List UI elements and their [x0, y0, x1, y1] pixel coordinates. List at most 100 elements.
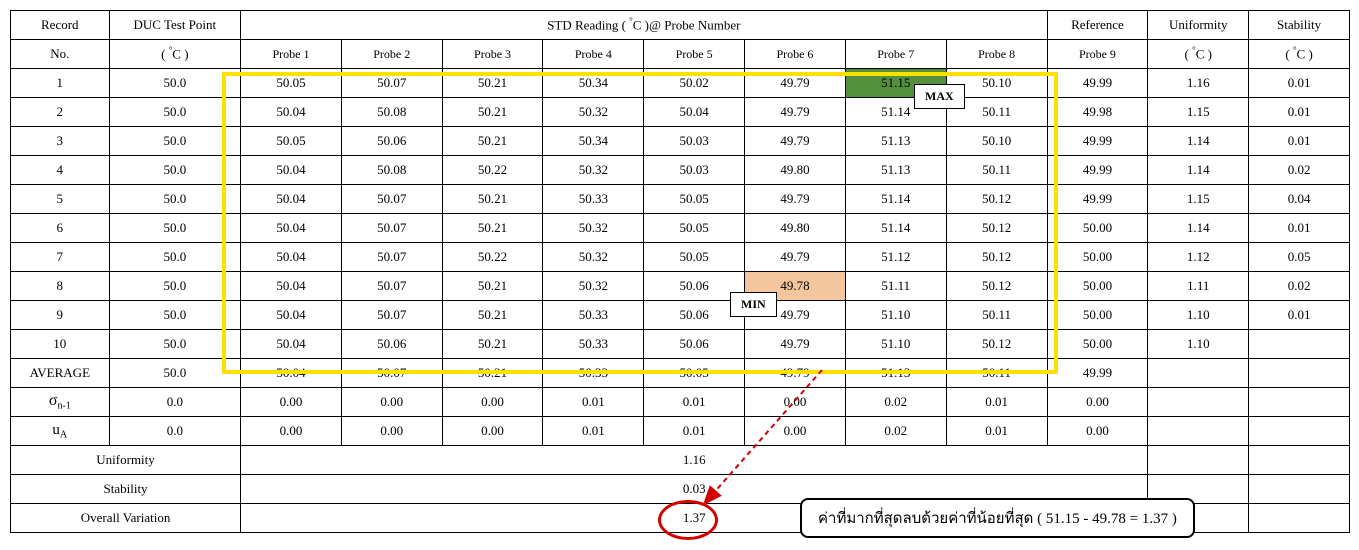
- hdr-record: Record: [11, 11, 110, 40]
- ua-p7: 0.02: [845, 417, 946, 446]
- cell: 0.01: [1249, 69, 1350, 98]
- cell: 51.10: [845, 301, 946, 330]
- sigma-p5: 0.01: [644, 388, 745, 417]
- cell: 1.12: [1148, 243, 1249, 272]
- cell: 1.10: [1148, 301, 1249, 330]
- cell: 49.99: [1047, 156, 1148, 185]
- cell: 51.12: [845, 243, 946, 272]
- cell: 50.34: [543, 69, 644, 98]
- ua-p1: 0.00: [241, 417, 342, 446]
- cell: 50.07: [341, 272, 442, 301]
- cell: 1.14: [1148, 127, 1249, 156]
- u-open: (: [161, 47, 169, 62]
- cell: 49.79: [745, 98, 846, 127]
- uni-label: Uniformity: [11, 446, 241, 475]
- ua-sym: u: [52, 422, 60, 438]
- hdr-p6: Probe 6: [745, 40, 846, 69]
- cell: 50.0: [109, 243, 240, 272]
- cell: 51.15: [845, 69, 946, 98]
- cell: 1: [11, 69, 110, 98]
- header-row-2: No. ( °C ) Probe 1 Probe 2 Probe 3 Probe…: [11, 40, 1350, 69]
- cell: 50.32: [543, 243, 644, 272]
- cell: 1.16: [1148, 69, 1249, 98]
- cell: 1.14: [1148, 214, 1249, 243]
- cell: 1.11: [1148, 272, 1249, 301]
- sigma-p7: 0.02: [845, 388, 946, 417]
- cell: 4: [11, 156, 110, 185]
- cell: 49.79: [745, 301, 846, 330]
- cell: 6: [11, 214, 110, 243]
- cell: 50.32: [543, 156, 644, 185]
- cell: 10: [11, 330, 110, 359]
- sigma-p6: 0.00: [745, 388, 846, 417]
- uni-blank2: [1249, 446, 1350, 475]
- cell: 50.12: [946, 185, 1047, 214]
- cell: 50.07: [341, 301, 442, 330]
- avg-stab: [1249, 359, 1350, 388]
- ua-p9: 0.00: [1047, 417, 1148, 446]
- cell: 3: [11, 127, 110, 156]
- cell: 49.80: [745, 214, 846, 243]
- sigma-p9: 0.00: [1047, 388, 1148, 417]
- table-row: 950.050.0450.0750.2150.3350.0649.7951.10…: [11, 301, 1350, 330]
- ua-p6: 0.00: [745, 417, 846, 446]
- cell: 50.34: [543, 127, 644, 156]
- cell: 50.04: [241, 301, 342, 330]
- avg-p9: 49.99: [1047, 359, 1148, 388]
- cell: 50.04: [241, 156, 342, 185]
- cell: 50.33: [543, 185, 644, 214]
- cell: 50.00: [1047, 330, 1148, 359]
- cell: 7: [11, 243, 110, 272]
- data-table: Record DUC Test Point STD Reading ( °C )…: [10, 10, 1350, 533]
- cell: 50.11: [946, 156, 1047, 185]
- hdr-uni-unit: ( °C ): [1148, 40, 1249, 69]
- ua-sub: A: [60, 429, 67, 440]
- ua-duc: 0.0: [109, 417, 240, 446]
- cell: 50.04: [241, 185, 342, 214]
- cell: 50.0: [109, 214, 240, 243]
- cell: 50.21: [442, 301, 543, 330]
- sigma-p4: 0.01: [543, 388, 644, 417]
- cell: 51.10: [845, 330, 946, 359]
- table-row: 650.050.0450.0750.2150.3250.0549.8051.14…: [11, 214, 1350, 243]
- cell: 50.07: [341, 214, 442, 243]
- cell: 0.04: [1249, 185, 1350, 214]
- ua-uni: [1148, 417, 1249, 446]
- uni-value: 1.16: [241, 446, 1148, 475]
- header-row-1: Record DUC Test Point STD Reading ( °C )…: [11, 11, 1350, 40]
- cell: 50.03: [644, 156, 745, 185]
- cell: 50.00: [1047, 243, 1148, 272]
- table-row: 550.050.0450.0750.2150.3350.0549.7951.14…: [11, 185, 1350, 214]
- table-container: Record DUC Test Point STD Reading ( °C )…: [10, 10, 1350, 533]
- cell: 0.01: [1249, 214, 1350, 243]
- cell: 50.0: [109, 156, 240, 185]
- cell: 49.79: [745, 185, 846, 214]
- cell: 1.15: [1148, 185, 1249, 214]
- cell: 50.21: [442, 98, 543, 127]
- hdr-p3: Probe 3: [442, 40, 543, 69]
- cell: 50.07: [341, 185, 442, 214]
- cell: 0.01: [1249, 98, 1350, 127]
- avg-p7: 51.13: [845, 359, 946, 388]
- cell: 50.10: [946, 69, 1047, 98]
- sigma-p2: 0.00: [341, 388, 442, 417]
- cell: 9: [11, 301, 110, 330]
- cell: 50.11: [946, 98, 1047, 127]
- u-open3: (: [1285, 47, 1293, 62]
- table-row: 250.050.0450.0850.2150.3250.0449.7951.14…: [11, 98, 1350, 127]
- sigma-duc: 0.0: [109, 388, 240, 417]
- cell: 50.04: [241, 98, 342, 127]
- cell: 49.79: [745, 330, 846, 359]
- ua-p8: 0.01: [946, 417, 1047, 446]
- avg-duc: 50.0: [109, 359, 240, 388]
- hdr-p8: Probe 8: [946, 40, 1047, 69]
- table-row: 450.050.0450.0850.2250.3250.0349.8051.13…: [11, 156, 1350, 185]
- ua-stab: [1249, 417, 1350, 446]
- cell: 50.0: [109, 127, 240, 156]
- cell: 50.00: [1047, 214, 1148, 243]
- cell: 50.0: [109, 301, 240, 330]
- cell: 49.79: [745, 69, 846, 98]
- cell: 51.13: [845, 127, 946, 156]
- cell: 1.10: [1148, 330, 1249, 359]
- hdr-p5: Probe 5: [644, 40, 745, 69]
